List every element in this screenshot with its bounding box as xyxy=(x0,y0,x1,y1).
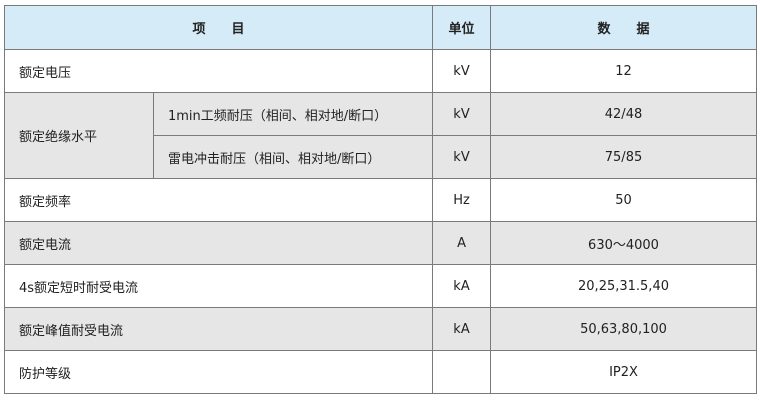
table-row: 额定频率 Hz 50 xyxy=(3,178,757,222)
row-unit: Hz xyxy=(432,178,492,222)
table-row: 防护等级 IP2X xyxy=(3,350,757,394)
header-item: 项 目 xyxy=(3,5,434,50)
row-value: 75/85 xyxy=(490,135,757,179)
row-value: 42/48 xyxy=(490,92,757,136)
spec-table: 项 目 单位 数 据 额定电压 kV 12 额定绝缘水平 1min工频耐压（相间… xyxy=(3,5,757,394)
sub-row-name: 雷电冲击耐压（相间、相对地/断口） xyxy=(152,135,434,179)
sub-row-name: 1min工频耐压（相间、相对地/断口） xyxy=(152,92,434,136)
row-value: 50 xyxy=(490,178,757,222)
table-row: 雷电冲击耐压（相间、相对地/断口） kV 75/85 xyxy=(5,135,757,179)
row-value: 630～4000 xyxy=(490,221,757,265)
row-name: 4s额定短时耐受电流 xyxy=(3,264,434,308)
table-row: 额定电流 A 630～4000 xyxy=(3,221,757,265)
row-name: 额定频率 xyxy=(3,178,434,222)
row-unit: kA xyxy=(432,307,492,351)
header-unit: 单位 xyxy=(432,5,492,50)
row-value: IP2X xyxy=(490,350,757,394)
row-value: 20,25,31.5,40 xyxy=(490,264,757,308)
row-name: 额定绝缘水平 xyxy=(4,92,154,179)
row-name: 额定峰值耐受电流 xyxy=(3,307,434,351)
row-name: 额定电流 xyxy=(3,221,434,265)
row-name: 额定电压 xyxy=(3,49,434,93)
row-unit: kA xyxy=(432,264,492,308)
row-unit: kV xyxy=(432,92,492,136)
row-unit xyxy=(432,350,492,394)
table-row: 额定电压 kV 12 xyxy=(3,49,757,93)
table-header: 项 目 单位 数 据 xyxy=(3,5,757,50)
row-unit: kV xyxy=(432,135,492,179)
table-row: 额定峰值耐受电流 kA 50,63,80,100 xyxy=(3,307,757,351)
row-name: 防护等级 xyxy=(3,350,434,394)
header-data: 数 据 xyxy=(490,5,757,50)
row-unit: A xyxy=(432,221,492,265)
row-value: 12 xyxy=(490,49,757,93)
row-value: 50,63,80,100 xyxy=(490,307,757,351)
table-row: 额定绝缘水平 1min工频耐压（相间、相对地/断口） kV 42/48 xyxy=(4,92,757,179)
table-row: 4s额定短时耐受电流 kA 20,25,31.5,40 xyxy=(3,264,757,308)
row-unit: kV xyxy=(432,49,492,93)
